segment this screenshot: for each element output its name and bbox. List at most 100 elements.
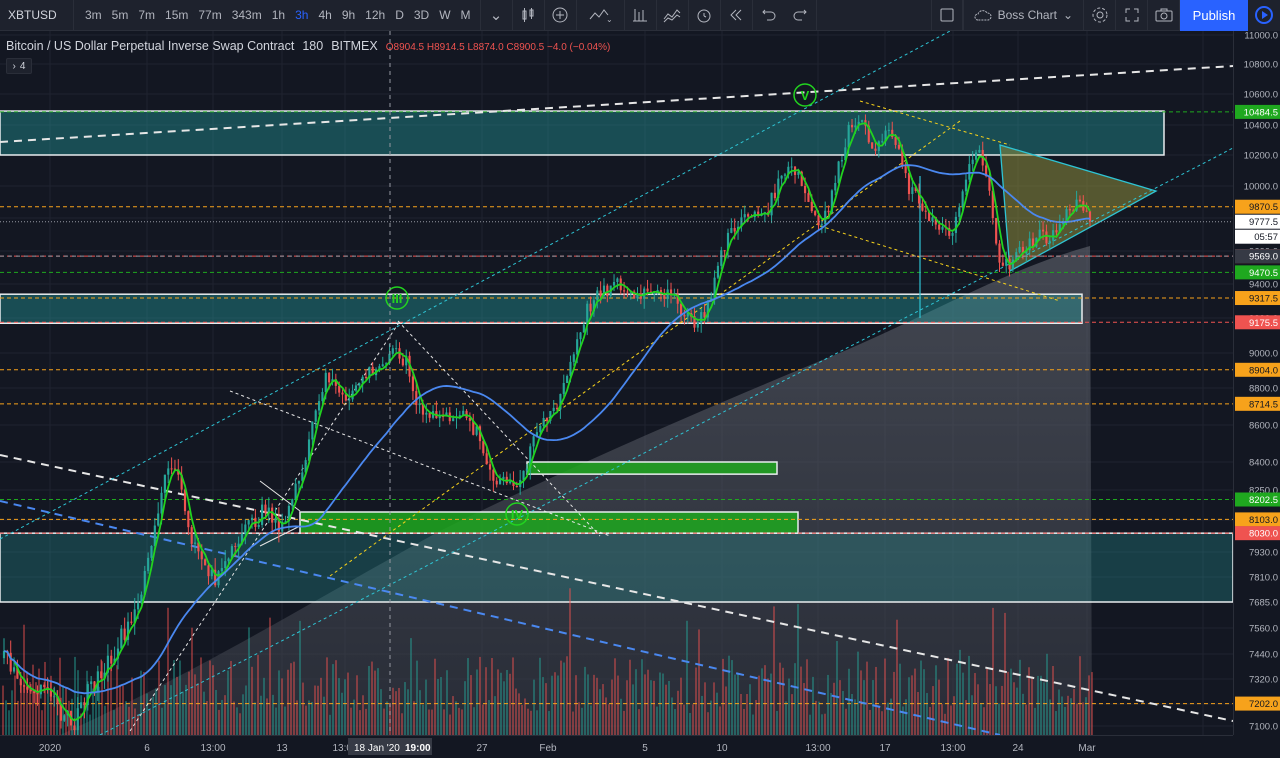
candle-body (706, 300, 709, 318)
volume-bar (896, 619, 898, 735)
play-button[interactable] (1248, 0, 1280, 31)
volume-bar (425, 679, 427, 735)
volume-bar (785, 701, 787, 735)
redo-button[interactable] (785, 0, 817, 31)
settings-button[interactable] (1084, 0, 1116, 31)
volume-bar (131, 677, 133, 735)
price-tick-label: 9000.0 (1249, 349, 1278, 360)
time-axis[interactable]: 2020 6 13:00 13 13:00 27 Feb 5 10 13:00 17 13:00 24 M… (0, 735, 1233, 758)
play-icon (1255, 6, 1273, 24)
candle-body (23, 685, 26, 687)
timeframe-77m[interactable]: 77m (198, 7, 222, 22)
volume-bar (719, 706, 721, 735)
timeframe-5m[interactable]: 5m (111, 7, 129, 22)
fullscreen-button[interactable] (1116, 0, 1148, 31)
upper-teal-zone (0, 110, 1165, 156)
chart-type-button[interactable] (513, 0, 545, 31)
timeframe-d[interactable]: D (395, 7, 404, 22)
volume-bar (1025, 704, 1027, 735)
cloud-icon (974, 10, 992, 21)
candle-body (39, 684, 42, 695)
candle-body (224, 561, 227, 569)
volume-bar (215, 689, 217, 735)
candle-body (830, 190, 833, 213)
volume-bar (173, 660, 175, 735)
chevron-right-icon: › (12, 60, 16, 72)
price-chart[interactable]: III IV V (0, 31, 1233, 735)
candle-body (264, 504, 267, 514)
timeframe-3m[interactable]: 3m (85, 7, 102, 22)
volume-bar (98, 686, 100, 735)
volume-bar (1028, 667, 1030, 735)
snapshot-button[interactable] (1148, 0, 1180, 31)
candle-body (492, 469, 495, 481)
price-level-tag-bg (1235, 362, 1280, 377)
candle-body (314, 410, 317, 422)
price-axis[interactable]: 11000.0 10800.0 10600.0 10400.0 10200.0 10000… (1233, 31, 1280, 735)
volume-bar (104, 705, 106, 735)
volume-bar (266, 698, 268, 735)
undo-button[interactable] (753, 0, 785, 31)
timeframe-343m[interactable]: 343m (231, 7, 262, 22)
compare-symbol-button[interactable] (545, 0, 577, 31)
candle-body (596, 290, 599, 301)
volume-bar (689, 712, 691, 735)
timeframe-3d[interactable]: 3D (413, 7, 430, 22)
volume-bar (125, 701, 127, 735)
volume-bar (836, 640, 838, 735)
timeframe-9h[interactable]: 9h (341, 7, 356, 22)
volume-bar (881, 711, 883, 735)
volume-bar (41, 710, 43, 735)
timeframe-w[interactable]: W (439, 7, 451, 22)
candle-body (881, 141, 884, 143)
indicators-button[interactable]: ⌄ (577, 0, 625, 31)
timeframe-7m[interactable]: 7m (138, 7, 156, 22)
layout-select-button[interactable] (930, 0, 963, 31)
publish-button[interactable]: Publish (1180, 0, 1248, 31)
price-tick-label: 10800.0 (1244, 60, 1278, 71)
timeframe-1h[interactable]: 1h (271, 7, 286, 22)
volume-bar (110, 665, 112, 735)
layout-name-button[interactable]: Boss Chart ⌄ (962, 0, 1084, 31)
candle-body (106, 655, 109, 673)
volume-bar (239, 713, 241, 735)
middle-teal-zone (0, 293, 1083, 325)
time-tick-label: 17 (879, 743, 891, 754)
candle-body (16, 667, 19, 679)
compare-button[interactable] (657, 0, 689, 31)
symbol-search-button[interactable]: XBTUSD (0, 0, 74, 31)
candle-body (579, 332, 582, 340)
volume-bar (923, 669, 925, 735)
timeframe-group: 3m 5m 7m 15m 77m 343m 1h 3h 4h 9h 12h D 3D W M (74, 0, 481, 31)
candle-body (589, 303, 592, 312)
candle-body (854, 125, 857, 128)
timeframe-4h[interactable]: 4h (318, 7, 332, 22)
candle-body (90, 681, 93, 685)
candle-body (693, 316, 696, 328)
volume-bar (863, 680, 865, 735)
candle-body (730, 227, 733, 233)
volume-bar (830, 692, 832, 735)
candle-body (840, 160, 844, 162)
candle-body (421, 403, 425, 415)
timeframe-3h[interactable]: 3h (295, 7, 309, 22)
candle-body (244, 524, 247, 534)
timeframe-12h[interactable]: 12h (365, 7, 386, 22)
indicators-toggle-button[interactable]: › 4 (6, 58, 32, 74)
candle-body (401, 358, 404, 366)
timeframe-dropdown[interactable]: ⌄ (481, 0, 513, 31)
timeframe-m[interactable]: M (460, 7, 471, 22)
volume-bar (428, 709, 430, 735)
candle-body (636, 293, 639, 299)
volume-bar (410, 638, 412, 735)
volume-bar (983, 707, 985, 735)
candle-body (515, 486, 518, 488)
plus-circle-icon (552, 7, 568, 23)
volume-bar (473, 707, 475, 735)
white-lower-trendline (0, 454, 1233, 722)
timeframe-15m[interactable]: 15m (165, 7, 189, 22)
templates-button[interactable] (625, 0, 657, 31)
alert-button[interactable] (689, 0, 721, 31)
replay-button[interactable] (721, 0, 753, 31)
price-level-tag: 9470.5 (1249, 268, 1278, 279)
